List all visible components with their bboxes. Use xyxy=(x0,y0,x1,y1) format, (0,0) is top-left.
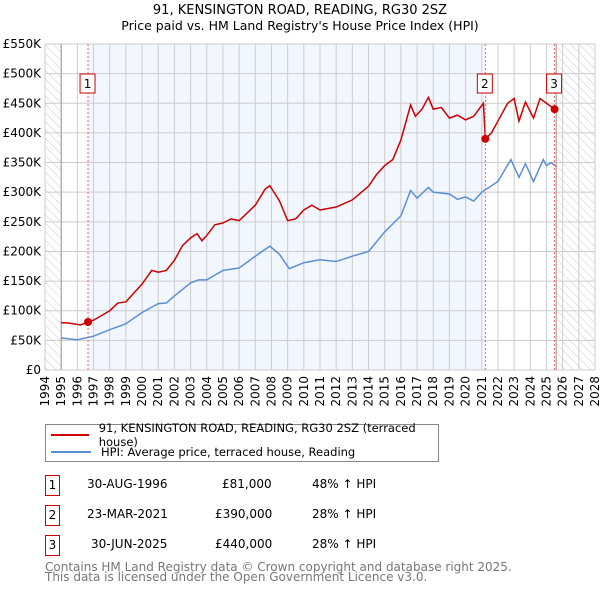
y-tick-label: £350K xyxy=(3,156,43,170)
sale-label-box xyxy=(476,73,493,94)
sale-number: 1 xyxy=(45,475,60,496)
x-tick-label: 2027 xyxy=(572,376,586,407)
y-tick-label: £450K xyxy=(3,96,43,110)
footer-copyright: Contains HM Land Registry data © Crown c… xyxy=(45,560,512,574)
sale-label: 1 xyxy=(84,77,92,91)
y-tick-label: £400K xyxy=(3,126,43,140)
sale-hpi: 28% ↑ HPI xyxy=(312,507,377,521)
y-tick-label: £100K xyxy=(3,304,43,318)
legend-item-hpi: HPI: Average price, terraced house, Read… xyxy=(51,445,355,459)
x-tick-label: 2004 xyxy=(200,376,214,407)
sale-point xyxy=(550,105,559,114)
x-tick-label: 2013 xyxy=(345,376,359,407)
legend-swatch xyxy=(51,451,91,453)
x-tick-label: 2005 xyxy=(216,376,230,407)
y-tick-label: £300K xyxy=(3,185,43,199)
y-tick-label: £550K xyxy=(3,37,43,51)
legend-label: HPI: Average price, terraced house, Read… xyxy=(101,445,356,459)
x-tick-label: 2010 xyxy=(297,376,311,407)
sale-hpi: 28% ↑ HPI xyxy=(312,537,377,551)
hatched-region-before xyxy=(45,44,62,370)
x-tick-label: 1995 xyxy=(54,376,68,407)
x-tick-label: 2016 xyxy=(394,376,408,407)
sale-date: 23-MAR-2021 xyxy=(87,507,168,521)
y-tick-label: £50K xyxy=(10,333,42,347)
x-tick-label: 2015 xyxy=(378,376,392,407)
legend-swatch xyxy=(51,434,89,436)
x-tick-label: 1999 xyxy=(119,376,133,407)
sale-price: £390,000 xyxy=(215,507,273,521)
x-tick-label: 1997 xyxy=(87,376,101,407)
y-tick-label: £250K xyxy=(3,215,43,229)
x-tick-label: 2006 xyxy=(232,376,246,407)
sale-hpi: 48% ↑ HPI xyxy=(312,477,377,491)
chart-subtitle: Price paid vs. HM Land Registry's House … xyxy=(121,18,478,33)
y-tick-label: £500K xyxy=(3,67,43,81)
sale-date: 30-JUN-2025 xyxy=(91,537,168,551)
x-tick-label: 2008 xyxy=(264,376,278,407)
x-tick-label: 2011 xyxy=(313,376,327,407)
legend: 91, KENSINGTON ROAD, READING, RG30 2SZ (… xyxy=(45,421,439,462)
x-tick-label: 2002 xyxy=(167,376,181,407)
x-tick-label: 2028 xyxy=(588,376,600,407)
sale-label: 2 xyxy=(481,77,489,91)
footer-licence: This data is licensed under the Open Gov… xyxy=(45,570,428,584)
x-tick-label: 2012 xyxy=(329,376,343,407)
sale-number: 3 xyxy=(45,535,60,556)
x-tick-label: 2017 xyxy=(410,376,424,407)
x-tick-label: 2023 xyxy=(507,376,521,407)
x-tick-label: 2000 xyxy=(135,376,149,407)
x-tick-label: 2001 xyxy=(151,376,165,407)
x-tick-label: 2020 xyxy=(459,376,473,407)
x-tick-label: 2003 xyxy=(184,376,198,407)
series-line xyxy=(61,157,557,341)
ownership-shaded-region xyxy=(88,44,486,370)
x-tick-label: 2014 xyxy=(362,376,376,407)
chart-title: 91, KENSINGTON ROAD, READING, RG30 2SZ xyxy=(153,3,447,18)
sale-label: 3 xyxy=(550,77,558,91)
x-tick-label: 1994 xyxy=(38,376,52,407)
x-tick-label: 2019 xyxy=(442,376,456,407)
x-tick-label: 2021 xyxy=(475,376,489,407)
sale-label-box xyxy=(79,73,96,94)
y-tick-label: £150K xyxy=(3,274,43,288)
x-tick-label: 2026 xyxy=(556,376,570,407)
x-tick-label: 2007 xyxy=(248,376,262,407)
sale-point xyxy=(84,317,93,326)
sale-number: 2 xyxy=(45,505,60,526)
x-tick-label: 1998 xyxy=(103,376,117,407)
x-tick-label: 1996 xyxy=(70,376,84,407)
x-tick-label: 2025 xyxy=(539,376,553,407)
sale-price: £440,000 xyxy=(215,537,273,551)
x-tick-label: 2024 xyxy=(523,376,537,407)
sale-date: 30-AUG-1996 xyxy=(87,477,168,491)
sale-label-box xyxy=(546,73,563,94)
price-chart: 91, KENSINGTON ROAD, READING, RG30 2SZ P… xyxy=(3,3,600,407)
x-tick-label: 2022 xyxy=(491,376,505,407)
y-tick-label: £0 xyxy=(26,363,41,377)
x-tick-label: 2009 xyxy=(281,376,295,407)
sale-point xyxy=(481,134,490,143)
legend-item-property: 91, KENSINGTON ROAD, READING, RG30 2SZ (… xyxy=(51,421,438,449)
sale-price: £81,000 xyxy=(222,477,272,491)
x-tick-label: 2018 xyxy=(426,376,440,407)
y-tick-label: £200K xyxy=(3,244,43,258)
legend-label: 91, KENSINGTON ROAD, READING, RG30 2SZ (… xyxy=(98,421,416,449)
